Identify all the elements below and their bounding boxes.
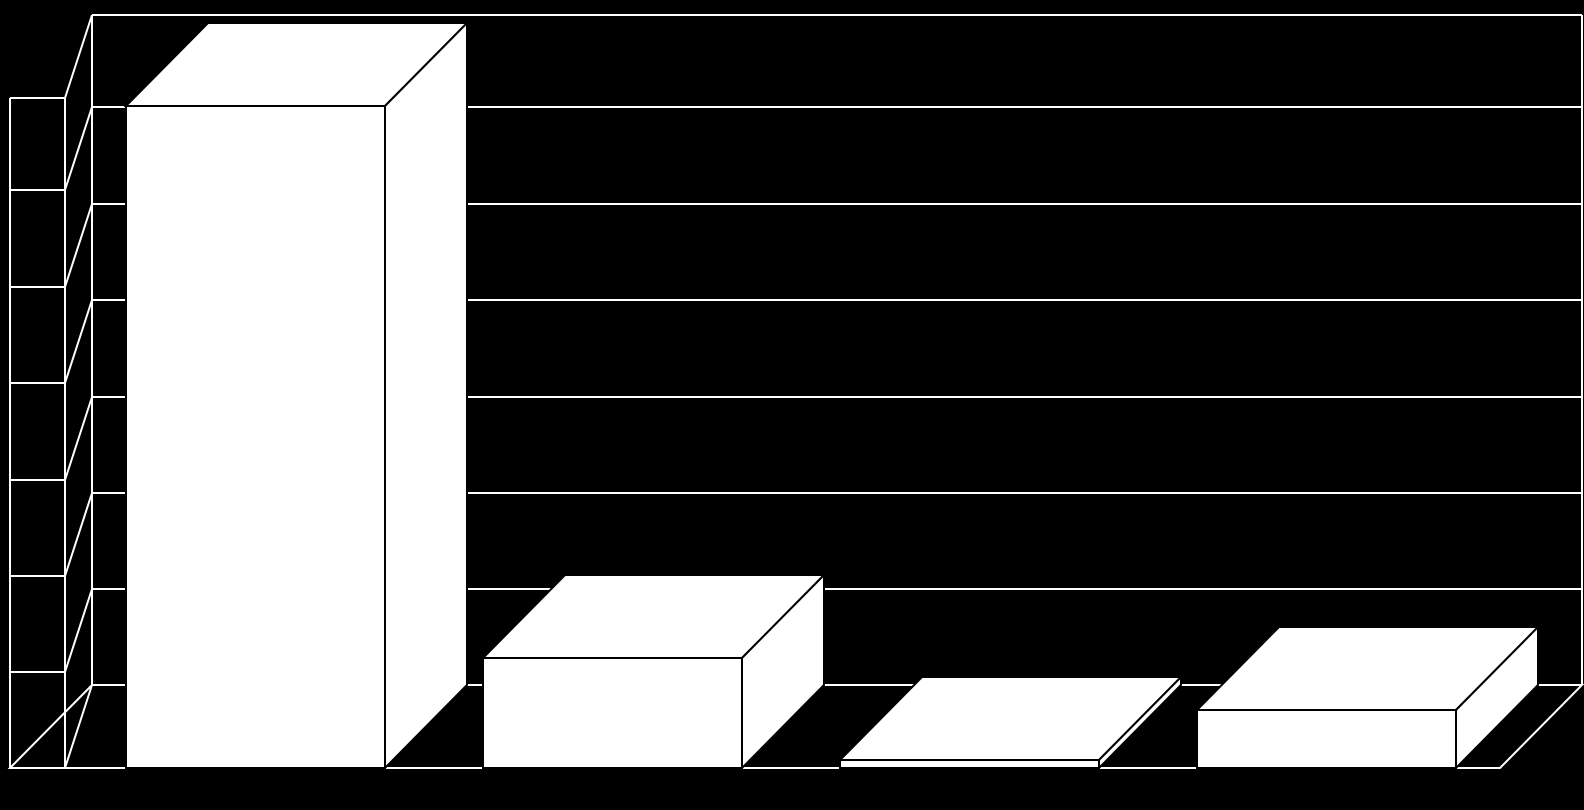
bar-front-1 — [483, 658, 742, 768]
bar-front-2 — [840, 760, 1099, 768]
chart-svg — [0, 0, 1584, 810]
bar-front-3 — [1197, 710, 1456, 768]
bar-side-0 — [385, 23, 467, 768]
chart-3d-bar — [0, 0, 1584, 810]
bar-front-0 — [126, 106, 385, 768]
